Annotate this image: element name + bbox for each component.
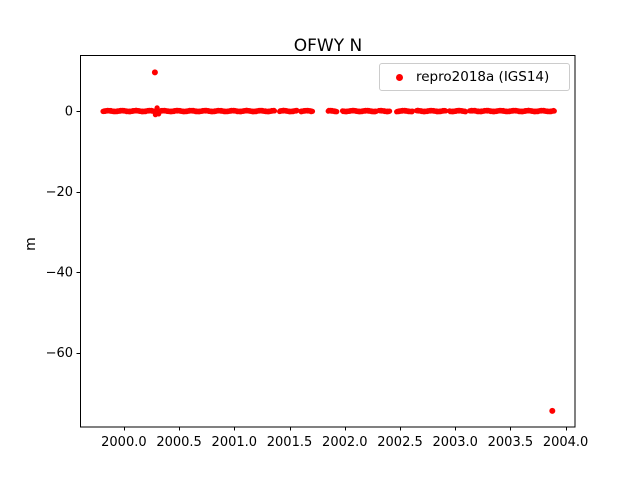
data-point bbox=[443, 108, 449, 114]
data-point bbox=[309, 108, 316, 114]
data-point bbox=[156, 111, 162, 117]
y-tick-label: −60 bbox=[46, 346, 73, 361]
x-tick-label: 2003.5 bbox=[488, 435, 534, 450]
data-point bbox=[551, 108, 557, 114]
y-tick-label: 0 bbox=[65, 105, 73, 120]
data-point bbox=[409, 108, 416, 114]
legend-marker-icon bbox=[396, 73, 403, 81]
x-tick-label: 2003.0 bbox=[432, 435, 478, 450]
y-tick-label: −40 bbox=[46, 266, 73, 281]
x-tick-label: 2000.5 bbox=[156, 435, 202, 450]
legend: repro2018a (IGS14) bbox=[379, 63, 570, 91]
y-axis-label: m bbox=[23, 237, 39, 251]
axes-spines bbox=[80, 55, 576, 428]
data-point bbox=[462, 109, 469, 115]
x-tick-label: 2001.5 bbox=[267, 435, 313, 450]
data-point bbox=[154, 105, 160, 111]
data-point-outlier bbox=[151, 69, 158, 76]
data-point bbox=[271, 108, 278, 114]
x-tick-label: 2002.5 bbox=[377, 435, 423, 450]
x-tick-label: 2001.0 bbox=[212, 435, 258, 450]
data-point bbox=[334, 109, 340, 115]
data-point-outlier bbox=[549, 407, 556, 414]
x-tick-label: 2004.0 bbox=[543, 435, 589, 450]
x-tick-label: 2000.0 bbox=[101, 435, 147, 450]
data-point bbox=[387, 108, 393, 114]
legend-label: repro2018a (IGS14) bbox=[416, 69, 550, 85]
plot-title: OFWY N bbox=[293, 36, 363, 56]
x-tick-label: 2002.0 bbox=[322, 435, 368, 450]
y-tick-label: −20 bbox=[46, 185, 73, 200]
